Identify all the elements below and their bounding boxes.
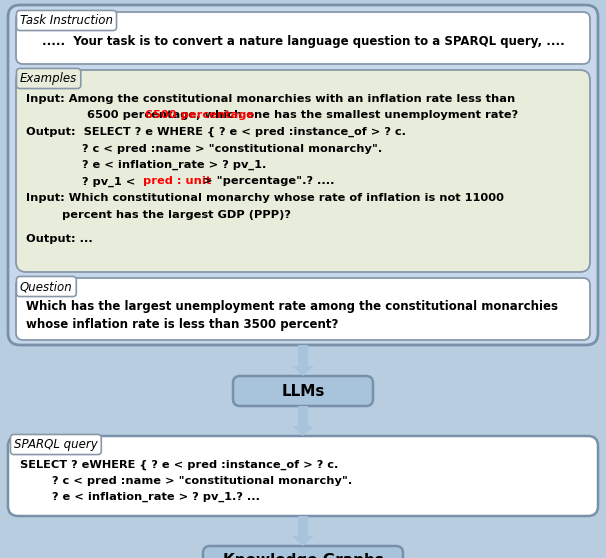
Text: percent has the largest GDP (PPP)?: percent has the largest GDP (PPP)?	[26, 209, 291, 219]
Text: ? e < inflation_rate > ? pv_1.: ? e < inflation_rate > ? pv_1.	[26, 160, 267, 170]
Text: LLMs: LLMs	[281, 383, 325, 398]
Text: pred : unit: pred : unit	[143, 176, 211, 186]
Text: Output:  SELECT ? e WHERE { ? e < pred :instance_of > ? c.: Output: SELECT ? e WHERE { ? e < pred :i…	[26, 127, 406, 137]
Text: Input: Among the constitutional monarchies with an inflation rate less than: Input: Among the constitutional monarchi…	[26, 94, 515, 104]
Text: whose inflation rate is less than 3500 percent?: whose inflation rate is less than 3500 p…	[26, 318, 338, 331]
Text: 6500 percentage: 6500 percentage	[145, 110, 254, 121]
Polygon shape	[292, 536, 314, 546]
Text: Which has the largest unemployment rate among the constitutional monarchies: Which has the largest unemployment rate …	[26, 300, 558, 313]
Text: ? e < inflation_rate > ? pv_1.? ...: ? e < inflation_rate > ? pv_1.? ...	[20, 492, 260, 502]
Polygon shape	[292, 366, 314, 376]
Text: SPARQL query: SPARQL query	[14, 438, 98, 451]
FancyBboxPatch shape	[16, 12, 590, 64]
Text: ? c < pred :name > "constitutional monarchy".: ? c < pred :name > "constitutional monar…	[20, 476, 352, 486]
FancyBboxPatch shape	[298, 345, 308, 366]
Text: 6500 percentage, which one has the smallest unemployment rate?: 6500 percentage, which one has the small…	[87, 110, 519, 121]
Text: SELECT ? eWHERE { ? e < pred :instance_of > ? c.: SELECT ? eWHERE { ? e < pred :instance_o…	[20, 460, 338, 470]
Text: Knowledge Graphs: Knowledge Graphs	[222, 554, 384, 558]
Text: Task Instruction: Task Instruction	[20, 14, 113, 27]
Text: Output: ...: Output: ...	[26, 234, 93, 244]
Text: ? c < pred :name > "constitutional monarchy".: ? c < pred :name > "constitutional monar…	[26, 143, 382, 153]
FancyBboxPatch shape	[16, 70, 590, 272]
Text: Examples: Examples	[20, 72, 77, 85]
FancyBboxPatch shape	[298, 406, 308, 426]
Text: Question: Question	[20, 280, 73, 293]
Text: .....  Your task is to convert a nature language question to a SPARQL query, ...: ..... Your task is to convert a nature l…	[42, 36, 564, 49]
Text: ? pv_1 <: ? pv_1 <	[26, 176, 139, 187]
FancyBboxPatch shape	[203, 546, 403, 558]
FancyBboxPatch shape	[8, 436, 598, 516]
Polygon shape	[292, 426, 314, 436]
FancyBboxPatch shape	[298, 516, 308, 536]
Text: Input: Which constitutional monarchy whose rate of inflation is not 11000: Input: Which constitutional monarchy who…	[26, 193, 504, 203]
Text: > "percentage".? ....: > "percentage".? ....	[199, 176, 335, 186]
FancyBboxPatch shape	[16, 278, 590, 340]
FancyBboxPatch shape	[233, 376, 373, 406]
FancyBboxPatch shape	[8, 5, 598, 345]
